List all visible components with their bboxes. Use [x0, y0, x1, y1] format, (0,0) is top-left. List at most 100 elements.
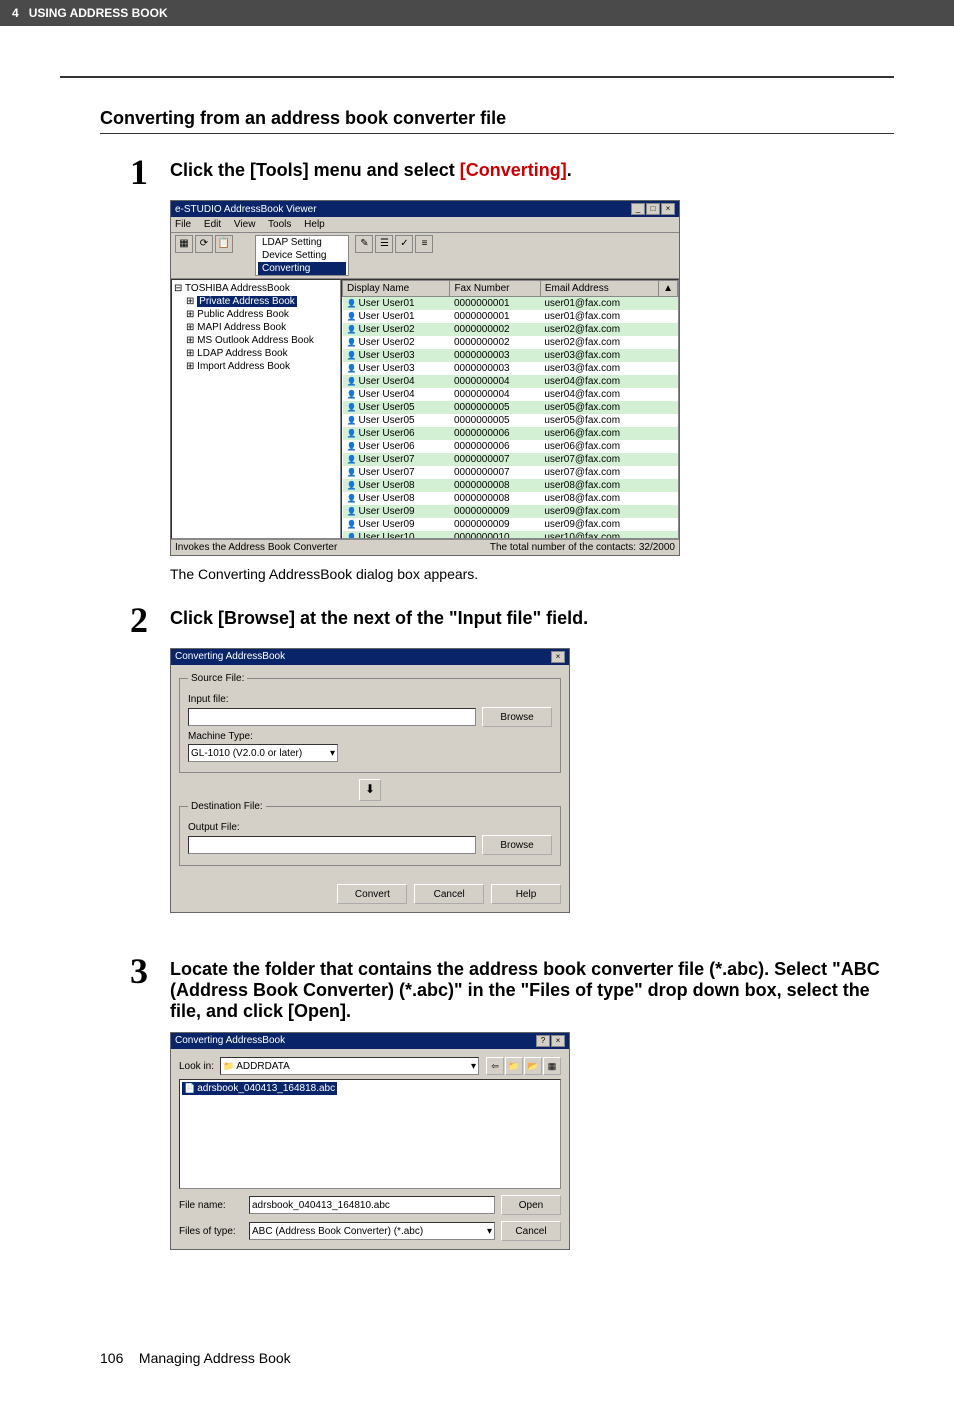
cell-email: user03@fax.com — [540, 362, 658, 375]
browse-input-button[interactable]: Browse — [482, 707, 552, 727]
dropdown-item-ldap[interactable]: LDAP Setting — [258, 236, 346, 249]
contact-row[interactable]: User User010000000001user01@fax.com — [343, 297, 678, 311]
input-file-field[interactable] — [188, 708, 476, 726]
tree-item[interactable]: Import Address Book — [174, 360, 338, 373]
open-button[interactable]: Open — [501, 1195, 561, 1215]
contact-row[interactable]: User User020000000002user02@fax.com — [343, 336, 678, 349]
contact-row[interactable]: User User090000000009user09@fax.com — [343, 518, 678, 531]
menu-view[interactable]: View — [234, 219, 256, 230]
browse-output-button[interactable]: Browse — [482, 835, 552, 855]
help-button[interactable]: Help — [491, 884, 561, 904]
toolbar-button[interactable]: ▦ — [175, 235, 193, 253]
divider — [60, 76, 894, 78]
contact-row[interactable]: User User060000000006user06@fax.com — [343, 427, 678, 440]
menu-file[interactable]: File — [175, 219, 191, 230]
lookin-combo[interactable]: ADDRDATA ▾ — [220, 1057, 479, 1075]
maximize-button[interactable]: □ — [646, 203, 660, 215]
col-display-name[interactable]: Display Name — [343, 281, 450, 297]
tree-item[interactable]: MS Outlook Address Book — [174, 334, 338, 347]
contact-row[interactable]: User User050000000005user05@fax.com — [343, 401, 678, 414]
contact-row[interactable]: User User060000000006user06@fax.com — [343, 440, 678, 453]
toolbar-button[interactable]: ≡ — [415, 235, 433, 253]
contact-row[interactable]: User User050000000005user05@fax.com — [343, 414, 678, 427]
cell-fax: 0000000004 — [450, 375, 540, 388]
cell-email: user09@fax.com — [540, 518, 658, 531]
cell-name: User User10 — [343, 531, 450, 539]
toolbar-button[interactable]: ⟳ — [195, 235, 213, 253]
cell-email: user06@fax.com — [540, 427, 658, 440]
dialog-titlebar: Converting AddressBook ?× — [171, 1033, 569, 1049]
toolbar-button[interactable]: ☰ — [375, 235, 393, 253]
tree-root[interactable]: TOSHIBA AddressBook — [174, 282, 338, 295]
menu-bar: File Edit View Tools Help — [171, 217, 679, 233]
window-buttons: _□× — [630, 203, 675, 215]
menu-edit[interactable]: Edit — [204, 219, 221, 230]
contact-row[interactable]: User User080000000008user08@fax.com — [343, 492, 678, 505]
close-button[interactable]: × — [551, 1035, 565, 1047]
cell-fax: 0000000006 — [450, 440, 540, 453]
cell-name: User User04 — [343, 375, 450, 388]
minimize-button[interactable]: _ — [631, 203, 645, 215]
cell-email: user02@fax.com — [540, 336, 658, 349]
nav-buttons: ⇦📁📂▦ — [485, 1057, 561, 1075]
input-file-label: Input file: — [188, 694, 552, 705]
filename-field[interactable]: adrsbook_040413_164810.abc — [249, 1196, 495, 1214]
dest-legend: Destination File: — [188, 801, 266, 812]
col-email[interactable]: Email Address — [540, 281, 658, 297]
step-text-part: Click the [Tools] menu and select — [170, 160, 460, 180]
contact-row[interactable]: User User010000000001user01@fax.com — [343, 310, 678, 323]
up-button[interactable]: 📁 — [505, 1057, 523, 1075]
cancel-button[interactable]: Cancel — [501, 1221, 561, 1241]
toolbar-button[interactable]: ✎ — [355, 235, 373, 253]
contact-row[interactable]: User User040000000004user04@fax.com — [343, 375, 678, 388]
close-button[interactable]: × — [551, 651, 565, 663]
cell-email: user03@fax.com — [540, 349, 658, 362]
cell-name: User User05 — [343, 401, 450, 414]
contact-row[interactable]: User User020000000002user02@fax.com — [343, 323, 678, 336]
menu-tools[interactable]: Tools — [268, 219, 291, 230]
contact-row[interactable]: User User030000000003user03@fax.com — [343, 362, 678, 375]
cell-fax: 0000000009 — [450, 505, 540, 518]
file-item[interactable]: adrsbook_040413_164818.abc — [182, 1082, 337, 1095]
contact-row[interactable]: User User040000000004user04@fax.com — [343, 388, 678, 401]
tree-item[interactable]: MAPI Address Book — [174, 321, 338, 334]
dropdown-item-converting[interactable]: Converting — [258, 262, 346, 275]
contact-row[interactable]: User User070000000007user07@fax.com — [343, 453, 678, 466]
file-list[interactable]: adrsbook_040413_164818.abc — [179, 1079, 561, 1189]
cell-fax: 0000000004 — [450, 388, 540, 401]
output-file-field[interactable] — [188, 836, 476, 854]
col-fax[interactable]: Fax Number — [450, 281, 540, 297]
menu-help[interactable]: Help — [304, 219, 325, 230]
toolbar-button[interactable]: ✓ — [395, 235, 413, 253]
cancel-button[interactable]: Cancel — [414, 884, 484, 904]
cell-name: User User02 — [343, 336, 450, 349]
cell-name: User User02 — [343, 323, 450, 336]
page-footer: 106 Managing Address Book — [60, 1350, 894, 1366]
contact-row[interactable]: User User030000000003user03@fax.com — [343, 349, 678, 362]
contact-row[interactable]: User User100000000010user10@fax.com — [343, 531, 678, 539]
contact-row[interactable]: User User080000000008user08@fax.com — [343, 479, 678, 492]
contact-row[interactable]: User User090000000009user09@fax.com — [343, 505, 678, 518]
help-button[interactable]: ? — [536, 1035, 550, 1047]
tree-item[interactable]: LDAP Address Book — [174, 347, 338, 360]
page-number: 106 — [100, 1350, 123, 1366]
filetype-combo[interactable]: ABC (Address Book Converter) (*.abc)▾ — [249, 1222, 495, 1240]
back-button[interactable]: ⇦ — [486, 1057, 504, 1075]
dropdown-item-device[interactable]: Device Setting — [258, 249, 346, 262]
machine-type-combo[interactable]: GL-1010 (V2.0.0 or later)▾ — [188, 744, 338, 762]
view-button[interactable]: ▦ — [543, 1057, 561, 1075]
cell-email: user05@fax.com — [540, 401, 658, 414]
cell-name: User User01 — [343, 310, 450, 323]
tree-item[interactable]: Private Address Book — [174, 295, 338, 308]
tree-item[interactable]: Public Address Book — [174, 308, 338, 321]
contact-row[interactable]: User User070000000007user07@fax.com — [343, 466, 678, 479]
status-left: Invokes the Address Book Converter — [175, 542, 337, 553]
screenshot-convert-dialog: Converting AddressBook × Source File: In… — [170, 648, 570, 913]
toolbar-button[interactable]: 📋 — [215, 235, 233, 253]
new-folder-button[interactable]: 📂 — [524, 1057, 542, 1075]
cell-email: user02@fax.com — [540, 323, 658, 336]
cell-name: User User06 — [343, 440, 450, 453]
cell-name: User User07 — [343, 453, 450, 466]
close-button[interactable]: × — [661, 203, 675, 215]
convert-button[interactable]: Convert — [337, 884, 407, 904]
